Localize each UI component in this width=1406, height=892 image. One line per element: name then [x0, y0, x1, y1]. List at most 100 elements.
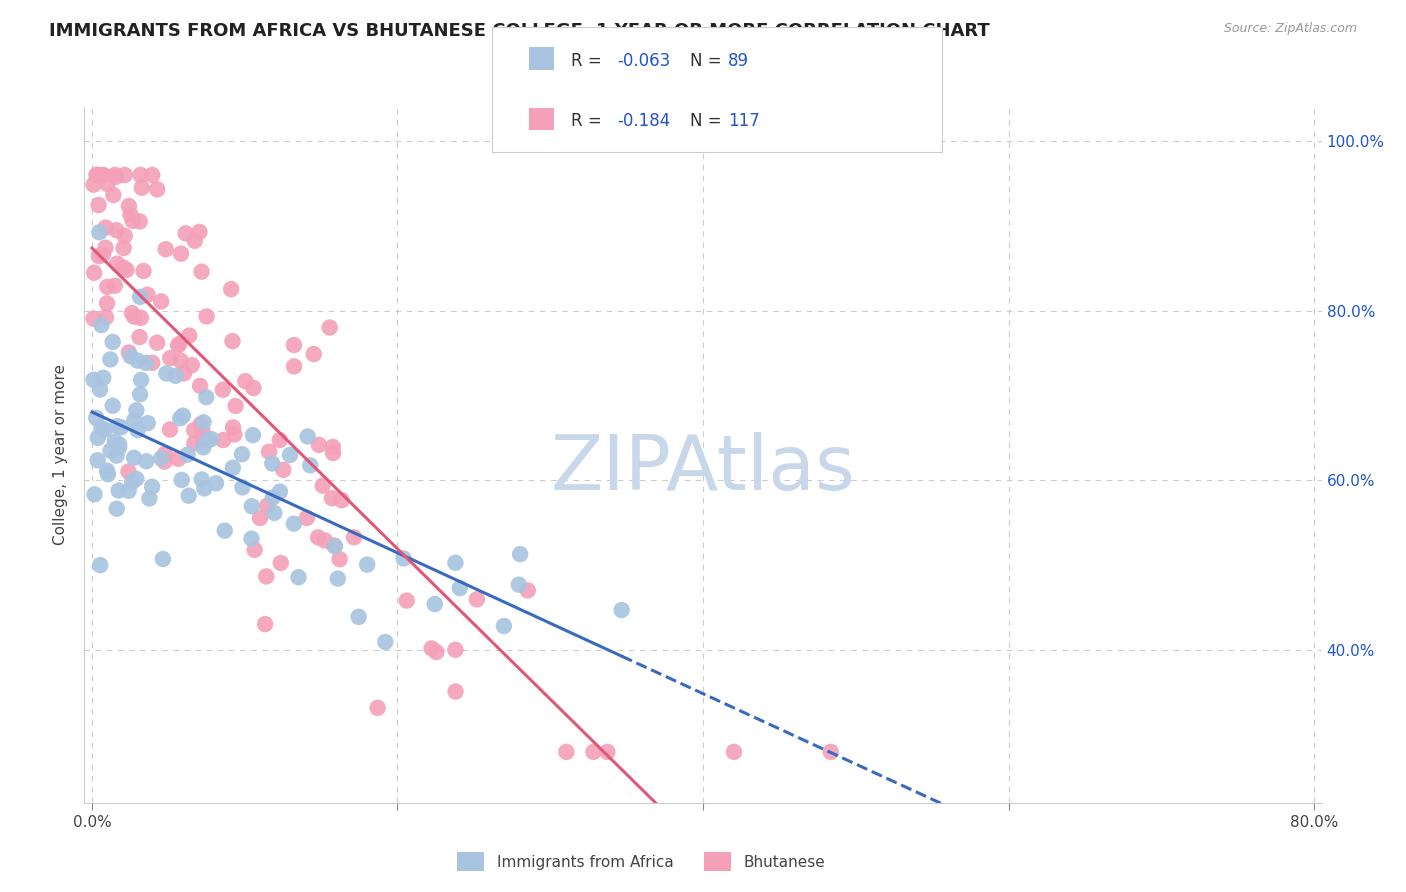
Point	[516, 583, 538, 598]
Point	[100, 443, 122, 458]
Point	[165, 368, 187, 383]
Point	[188, 379, 211, 393]
Text: R =: R =	[571, 112, 607, 130]
Point	[127, 423, 149, 437]
Point	[89, 383, 111, 397]
Point	[173, 367, 195, 381]
Point	[222, 420, 245, 434]
Point	[582, 745, 605, 759]
Point	[118, 345, 141, 359]
Point	[90, 318, 112, 332]
Point	[120, 208, 142, 222]
Text: N =: N =	[690, 52, 727, 70]
Point	[138, 491, 160, 506]
Point	[136, 287, 159, 301]
Point	[105, 419, 128, 434]
Point	[108, 441, 131, 455]
Point	[122, 450, 145, 465]
Point	[302, 347, 325, 361]
Point	[167, 338, 190, 352]
Point	[322, 440, 344, 454]
Point	[83, 266, 105, 280]
Point	[104, 169, 127, 184]
Point	[125, 472, 148, 486]
Point	[269, 484, 291, 499]
Point	[262, 491, 284, 505]
Point	[87, 431, 110, 445]
Point	[283, 516, 305, 531]
Point	[104, 168, 127, 182]
Text: N =: N =	[690, 112, 727, 130]
Point	[91, 168, 114, 182]
Point	[183, 423, 205, 437]
Point	[135, 356, 157, 370]
Point	[94, 310, 117, 325]
Point	[122, 413, 145, 427]
Point	[120, 349, 142, 363]
Point	[129, 373, 152, 387]
Point	[132, 264, 155, 278]
Point	[508, 577, 530, 591]
Point	[112, 241, 135, 255]
Point	[104, 434, 127, 449]
Point	[159, 351, 181, 365]
Point	[231, 447, 253, 461]
Point	[169, 411, 191, 425]
Point	[129, 387, 152, 401]
Point	[444, 642, 467, 657]
Point	[356, 558, 378, 572]
Point	[146, 335, 169, 350]
Point	[118, 199, 141, 213]
Point	[423, 597, 446, 611]
Point	[150, 451, 173, 466]
Point	[86, 168, 108, 182]
Point	[125, 403, 148, 417]
Point	[610, 603, 633, 617]
Point	[219, 282, 242, 296]
Point	[105, 501, 128, 516]
Point	[180, 358, 202, 372]
Point	[347, 610, 370, 624]
Point	[555, 745, 578, 759]
Point	[172, 409, 194, 423]
Point	[392, 551, 415, 566]
Point	[155, 367, 177, 381]
Text: R =: R =	[571, 52, 607, 70]
Point	[278, 448, 301, 462]
Point	[121, 306, 143, 320]
Point	[170, 246, 193, 260]
Y-axis label: College, 1 year or more: College, 1 year or more	[53, 365, 69, 545]
Point	[105, 223, 128, 237]
Text: ZIPAtlas: ZIPAtlas	[551, 432, 855, 506]
Point	[107, 483, 129, 498]
Point	[96, 464, 118, 478]
Point	[150, 294, 173, 309]
Point	[170, 473, 193, 487]
Point	[128, 330, 150, 344]
Point	[141, 168, 163, 182]
Point	[191, 432, 214, 446]
Point	[269, 433, 291, 447]
Point	[195, 310, 218, 324]
Point	[179, 328, 201, 343]
Point	[318, 320, 340, 334]
Point	[820, 745, 842, 759]
Point	[115, 263, 138, 277]
Point	[321, 491, 343, 506]
Point	[155, 242, 177, 256]
Point	[240, 532, 263, 546]
Point	[128, 214, 150, 228]
Point	[121, 475, 143, 489]
Point	[190, 417, 212, 432]
Point	[190, 265, 212, 279]
Point	[314, 533, 336, 548]
Point	[465, 592, 488, 607]
Point	[112, 260, 135, 275]
Point	[190, 472, 212, 486]
Point	[224, 427, 246, 442]
Text: Source: ZipAtlas.com: Source: ZipAtlas.com	[1223, 22, 1357, 36]
Point	[287, 570, 309, 584]
Point	[152, 552, 174, 566]
Point	[231, 480, 253, 494]
Point	[96, 296, 118, 310]
